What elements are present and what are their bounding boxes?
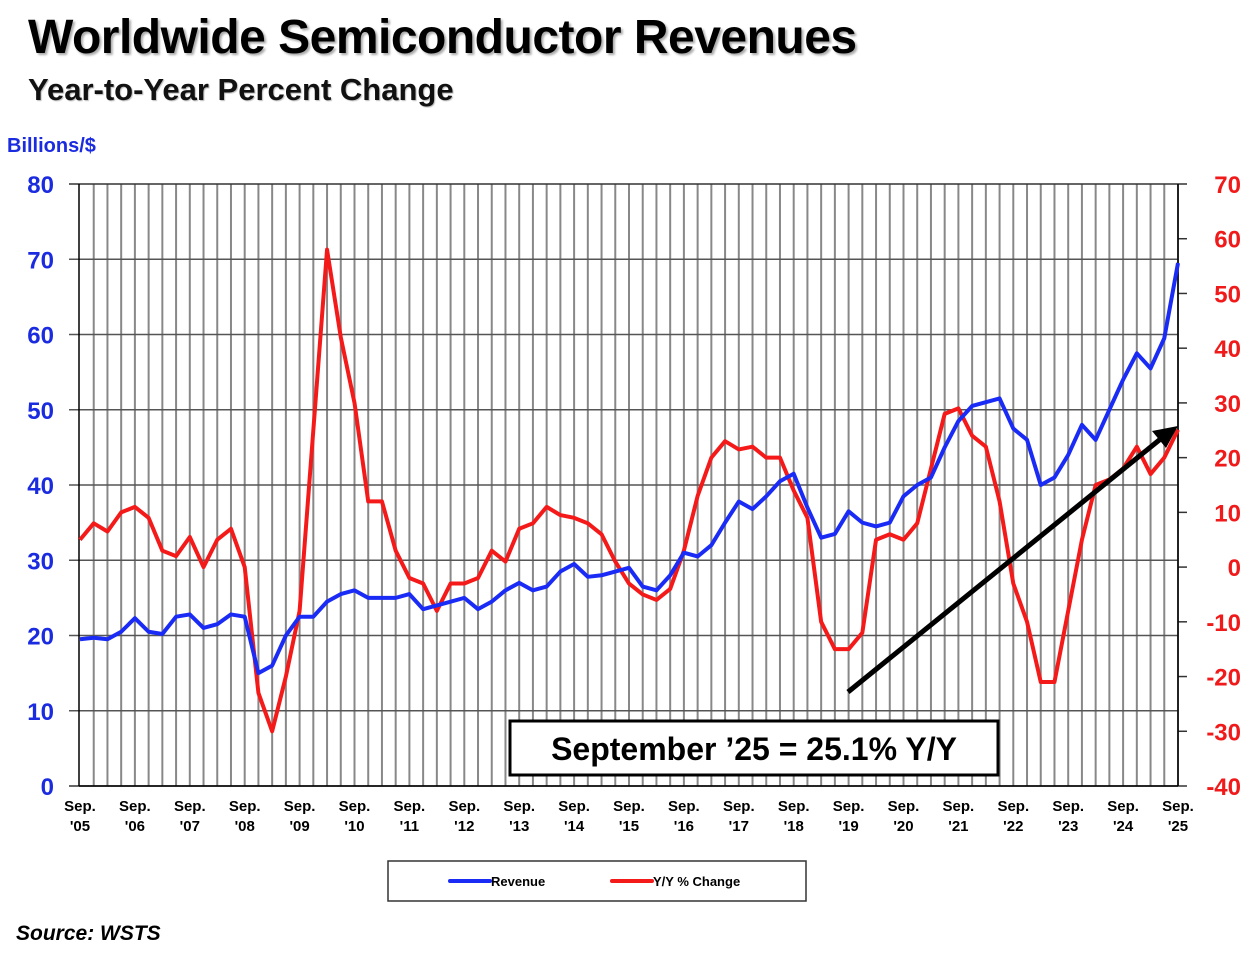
right-tick-label: -10: [1206, 610, 1241, 637]
x-tick-label: '22: [1003, 818, 1023, 835]
revenue-line: [79, 262, 1180, 676]
x-tick-label: Sep.: [503, 798, 535, 815]
x-tick-label: Sep.: [1162, 798, 1194, 815]
x-tick-label: Sep.: [723, 798, 755, 815]
left-tick-label: 40: [27, 473, 54, 500]
x-tick-label: Sep.: [943, 798, 975, 815]
x-tick-label: Sep.: [284, 798, 316, 815]
x-tick-label: Sep.: [613, 798, 645, 815]
left-tick-label: 60: [27, 323, 54, 350]
right-tick-label: 50: [1214, 281, 1241, 308]
right-tick-label: -40: [1206, 774, 1241, 801]
x-tick-label: Sep.: [558, 798, 590, 815]
x-tick-label: Sep.: [174, 798, 206, 815]
x-tick-label: '09: [289, 818, 309, 835]
x-tick-label: Sep.: [119, 798, 151, 815]
right-tick-label: 40: [1214, 336, 1241, 363]
x-tick-label: '14: [564, 818, 585, 835]
x-tick-label: '11: [400, 818, 419, 835]
annotation-text: September ’25 = 25.1% Y/Y: [551, 731, 957, 767]
x-tick-label: Sep.: [448, 798, 480, 815]
x-tick-label: '07: [180, 818, 200, 835]
x-tick-label: '19: [838, 818, 858, 835]
x-tick-label: '05: [70, 818, 90, 835]
chart-title: Worldwide Semiconductor Revenues: [28, 11, 857, 64]
y-axis-label: Billions/$: [7, 135, 96, 157]
x-tick-label: Sep.: [1107, 798, 1139, 815]
x-tick-label: Sep.: [64, 798, 96, 815]
right-tick-label: 20: [1214, 446, 1241, 473]
x-tick-label: '12: [454, 818, 474, 835]
right-tick-label: -30: [1206, 719, 1241, 746]
source-note: Source: WSTS: [16, 922, 161, 945]
right-tick-label: 10: [1214, 500, 1241, 527]
x-tick-label: '15: [619, 818, 639, 835]
legend-label: Y/Y % Change: [653, 874, 740, 889]
right-tick-label: 60: [1214, 227, 1241, 254]
left-tick-label: 0: [41, 774, 54, 801]
x-tick-label: Sep.: [229, 798, 261, 815]
left-tick-label: 70: [27, 247, 54, 274]
left-tick-label: 80: [27, 172, 54, 199]
right-tick-label: 30: [1214, 391, 1241, 418]
x-tick-label: Sep.: [833, 798, 865, 815]
yoy-change-line: [78, 247, 1180, 734]
left-tick-label: 10: [27, 699, 54, 726]
legend-label: Revenue: [491, 874, 545, 889]
x-tick-label: Sep.: [888, 798, 920, 815]
x-tick-label: Sep.: [778, 798, 810, 815]
trend-arrow: [846, 435, 1165, 694]
chart-subtitle: Year-to-Year Percent Change: [28, 72, 454, 107]
x-tick-label: '10: [344, 818, 364, 835]
left-tick-label: 20: [27, 624, 54, 651]
right-tick-label: 70: [1214, 172, 1241, 199]
x-tick-label: '16: [674, 818, 694, 835]
x-tick-label: Sep.: [997, 798, 1029, 815]
x-tick-label: '23: [1058, 818, 1078, 835]
x-tick-label: Sep.: [668, 798, 700, 815]
x-tick-label: '18: [784, 818, 804, 835]
x-tick-label: '21: [948, 818, 968, 835]
arrow-head-icon: [1152, 426, 1178, 448]
x-tick-label: '24: [1113, 818, 1134, 835]
x-tick-label: Sep.: [339, 798, 371, 815]
x-tick-label: '20: [893, 818, 913, 835]
annotation-box: [508, 719, 1000, 777]
x-tick-label: '06: [125, 818, 145, 835]
x-tick-label: '25: [1168, 818, 1188, 835]
right-tick-label: -20: [1206, 665, 1241, 692]
right-tick-label: 0: [1228, 555, 1241, 582]
x-tick-label: '13: [509, 818, 529, 835]
x-tick-label: Sep.: [394, 798, 426, 815]
left-tick-label: 50: [27, 398, 54, 425]
x-tick-label: '17: [729, 818, 749, 835]
x-tick-label: '08: [235, 818, 255, 835]
left-tick-label: 30: [27, 548, 54, 575]
x-tick-label: Sep.: [1052, 798, 1084, 815]
